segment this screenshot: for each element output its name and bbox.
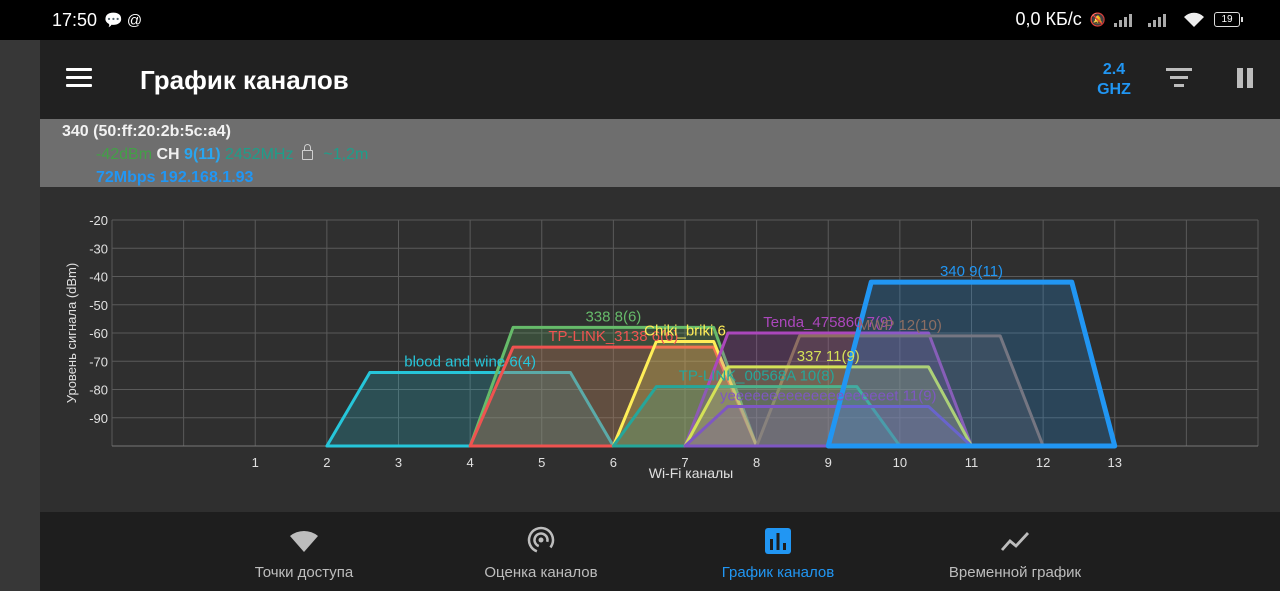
- channel-label-7: 337 11(9): [797, 348, 860, 365]
- channel-label-6: TP-LINK_00568A 10(8): [679, 368, 835, 385]
- x-tick-label: 11: [965, 455, 979, 470]
- status-right: 0,0 КБ/с 🔕 19: [1015, 9, 1243, 30]
- bottom-navigation: Точки доступа Оценка каналов График кана…: [40, 512, 1280, 591]
- hamburger-icon[interactable]: [66, 68, 92, 88]
- channel-label-0: blood and wine 6(4): [404, 354, 536, 371]
- x-tick-label: 5: [538, 455, 545, 470]
- x-tick-label: 12: [1036, 455, 1050, 470]
- y-tick-label: -30: [89, 241, 108, 256]
- nav-time-graph[interactable]: Временной график: [915, 512, 1115, 591]
- y-tick-label: -80: [89, 383, 108, 398]
- nav-label: График каналов: [721, 564, 835, 581]
- ap-frequency: 2452MHz: [224, 146, 294, 163]
- band-unit: GHZ: [1097, 81, 1131, 98]
- x-tick-label: 13: [1108, 455, 1122, 470]
- x-tick-label: 1: [252, 455, 259, 470]
- line-chart-icon: [1000, 532, 1030, 551]
- nav-label: Временной график: [948, 564, 1082, 581]
- channel-label-4: Tenda_475860 7(9): [763, 314, 893, 331]
- ap-speed-ip: 72Mbps 192.168.1.93: [96, 169, 254, 186]
- wifi-status-icon: [1184, 12, 1204, 27]
- page-title: График каналов: [140, 65, 349, 95]
- bar-chart-icon: [765, 528, 791, 554]
- ap-signal: -42dBm: [96, 146, 153, 163]
- x-tick-label: 4: [467, 455, 474, 470]
- y-tick-label: -70: [89, 354, 108, 369]
- channel-area-9: [825, 279, 1118, 449]
- left-edge: [0, 40, 40, 591]
- net-speed: 0,0 КБ/с: [1015, 9, 1082, 29]
- nav-channel-rating[interactable]: Оценка каналов: [441, 512, 641, 591]
- nav-channel-graph[interactable]: График каналов: [678, 512, 878, 591]
- ap-title: 340 (50:ff:20:2b:5c:a4): [62, 123, 231, 140]
- channel-label-5: MWP 12(10): [858, 317, 942, 334]
- lock-icon: [301, 144, 313, 160]
- band-value: 2.4: [1102, 61, 1126, 78]
- signal-icon-2: [1148, 13, 1166, 27]
- status-time: 17:50: [52, 10, 98, 30]
- y-tick-label: -40: [89, 270, 108, 285]
- radar-icon: [527, 526, 555, 554]
- x-tick-label: 10: [893, 455, 907, 470]
- filter-icon[interactable]: [1166, 68, 1192, 88]
- x-tick-label: 8: [753, 455, 760, 470]
- y-tick-label: -90: [89, 411, 108, 426]
- x-tick-label: 2: [323, 455, 330, 470]
- notification-icons: 💬 @: [104, 12, 143, 29]
- ap-details: -42dBm CH 9(11) 2452MHz ~1,2m: [96, 144, 369, 164]
- signal-icon: [1114, 13, 1132, 27]
- nav-label: Точки доступа: [254, 564, 354, 581]
- x-tick-label: 9: [825, 455, 832, 470]
- x-tick-label: 6: [610, 455, 617, 470]
- mute-icon: 🔕: [1089, 11, 1106, 27]
- ap-channel: 9(11): [184, 146, 221, 163]
- channel-label-2: TP-LINK_3138 6(6): [548, 328, 678, 345]
- wifi-icon: [290, 530, 318, 552]
- y-axis-label: Уровень сигнала (dBm): [64, 263, 79, 403]
- band-toggle-button[interactable]: 2.4 GHZ: [1092, 60, 1136, 100]
- channel-label-1: 338 8(6): [585, 308, 641, 325]
- ap-ch-label: CH: [156, 146, 180, 163]
- connected-ap-panel[interactable]: 340 (50:ff:20:2b:5c:a4) -42dBm CH 9(11) …: [40, 119, 1280, 187]
- ap-distance: ~1,2m: [323, 146, 369, 163]
- channel-label-3: Chiki_briki 6: [644, 322, 726, 339]
- pause-icon[interactable]: [1237, 68, 1255, 90]
- y-tick-label: -60: [89, 326, 108, 341]
- battery-icon: 19: [1214, 12, 1243, 27]
- channel-label-9: 340 9(11): [940, 263, 1003, 280]
- channel-label-8: yeeeeeeeeeeeeeeeeeeeet 11(9): [720, 387, 937, 404]
- x-tick-label: 7: [681, 455, 688, 470]
- channel-graph: blood and wine 6(4) 338 8(6) TP-LINK_3138 …: [64, 213, 1259, 481]
- y-tick-label: -50: [89, 298, 108, 313]
- y-tick-label: -20: [89, 213, 108, 228]
- nav-label: Оценка каналов: [484, 564, 598, 581]
- nav-access-points[interactable]: Точки доступа: [204, 512, 404, 591]
- x-axis-label: Wi-Fi каналы: [649, 465, 734, 481]
- x-tick-label: 3: [395, 455, 402, 470]
- app-bar: График каналов 2.4 GHZ: [40, 40, 1280, 119]
- status-bar: 17:50 💬 @ 0,0 КБ/с 🔕 19: [0, 0, 1280, 40]
